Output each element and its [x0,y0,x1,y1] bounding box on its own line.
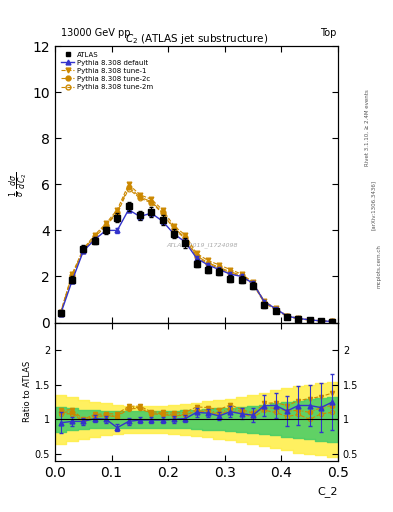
Y-axis label: Ratio to ATLAS: Ratio to ATLAS [23,361,32,422]
Y-axis label: $\frac{1}{\sigma}\,\frac{d\sigma}{d\,C_2}$: $\frac{1}{\sigma}\,\frac{d\sigma}{d\,C_2… [7,172,30,197]
Title: $C_2$ (ATLAS jet substructure): $C_2$ (ATLAS jet substructure) [125,32,268,46]
Text: 13000 GeV pp: 13000 GeV pp [61,28,130,38]
Text: Rivet 3.1.10, ≥ 2.4M events: Rivet 3.1.10, ≥ 2.4M events [365,90,370,166]
Text: Top: Top [320,28,336,38]
Text: ATLAS_2019_I1724098: ATLAS_2019_I1724098 [166,242,238,248]
Legend: ATLAS, Pythia 8.308 default, Pythia 8.308 tune-1, Pythia 8.308 tune-2c, Pythia 8: ATLAS, Pythia 8.308 default, Pythia 8.30… [59,50,156,92]
Text: C_2: C_2 [318,486,338,497]
Text: [arXiv:1306.3436]: [arXiv:1306.3436] [371,180,376,230]
Text: mcplots.cern.ch: mcplots.cern.ch [377,244,382,288]
